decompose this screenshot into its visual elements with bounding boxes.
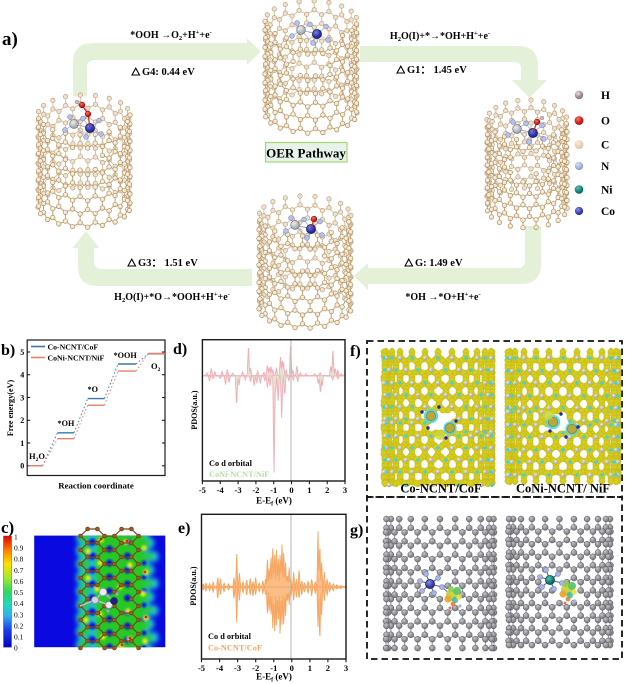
svg-text:E-Ef​ (eV): E-Ef​ (eV) — [256, 496, 292, 508]
svg-text:-1: -1 — [270, 485, 277, 495]
svg-text:0.7: 0.7 — [14, 566, 24, 575]
svg-text:CoNi-NCNT/ NiF: CoNi-NCNT/ NiF — [516, 482, 610, 496]
svg-text:OER Pathway: OER Pathway — [266, 146, 346, 161]
svg-text:0.3: 0.3 — [14, 610, 24, 619]
svg-text:0: 0 — [289, 485, 293, 495]
svg-text:0.8: 0.8 — [14, 555, 24, 564]
svg-text:3: 3 — [343, 485, 347, 495]
svg-text:H2​O(I)+*O→*OOH+H+​+e-​: H2​O(I)+*O→*OOH+H+​+e-​ — [114, 291, 230, 304]
svg-text:d): d) — [173, 341, 187, 358]
svg-text:Free energy(eV): Free energy(eV) — [6, 380, 15, 437]
svg-text:G4: 0.44 eV: G4: 0.44 eV — [142, 67, 195, 78]
svg-text:4: 4 — [20, 371, 24, 380]
svg-text:E-Ef​ (eV): E-Ef​ (eV) — [256, 672, 292, 684]
svg-text:0.4: 0.4 — [14, 599, 24, 608]
svg-text:e): e) — [178, 520, 190, 537]
svg-text:Co-NCNT/CoF: Co-NCNT/CoF — [48, 342, 99, 351]
svg-text:0.1: 0.1 — [14, 633, 24, 642]
svg-text:H: H — [601, 90, 610, 102]
svg-text:-3: -3 — [235, 485, 242, 495]
svg-text:1: 1 — [14, 533, 18, 542]
svg-text:H2​O(I)+*→*OH+H+​+e-​: H2​O(I)+*→*OH+H+​+e-​ — [390, 30, 490, 43]
svg-text:g): g) — [350, 522, 363, 539]
svg-text:Reaction coordinate: Reaction coordinate — [58, 481, 134, 491]
svg-text:f): f) — [350, 343, 361, 360]
svg-text:0.9: 0.9 — [14, 544, 24, 553]
svg-text:-2: -2 — [252, 485, 259, 495]
svg-text:O2​: O2​ — [151, 361, 161, 373]
svg-text:-4: -4 — [216, 663, 224, 673]
svg-text:*O: *O — [88, 385, 98, 394]
svg-text:Co-NCNT/CoF: Co-NCNT/CoF — [400, 482, 482, 496]
svg-text:0.5: 0.5 — [14, 588, 24, 597]
svg-text:G: 1.49 eV: G: 1.49 eV — [415, 258, 463, 269]
svg-text:b): b) — [1, 342, 15, 359]
svg-text:*OH: *OH — [58, 419, 75, 428]
svg-text:O: O — [601, 116, 610, 128]
svg-text:Co d orbital: Co d orbital — [208, 632, 252, 641]
svg-text:Co-NCNT/CoF: Co-NCNT/CoF — [208, 644, 262, 653]
svg-text:-5: -5 — [199, 485, 206, 495]
svg-text:-5: -5 — [198, 663, 205, 673]
svg-text:*OH →*O+H+​+e-​: *OH →*O+H+​+e-​ — [405, 291, 480, 303]
svg-text:-4: -4 — [217, 485, 225, 495]
svg-text:0.2: 0.2 — [14, 622, 24, 631]
svg-text:H2​O: H2​O — [29, 451, 45, 463]
svg-text:-3: -3 — [234, 663, 241, 673]
svg-text:-1: -1 — [270, 663, 277, 673]
svg-text:CoNi-NCNT/NiF: CoNi-NCNT/NiF — [48, 353, 105, 362]
svg-text:Co d orbital: Co d orbital — [209, 459, 253, 468]
svg-text:1: 1 — [307, 485, 311, 495]
svg-text:Co: Co — [601, 206, 615, 218]
svg-text:c): c) — [1, 518, 14, 537]
svg-text:0: 0 — [14, 644, 18, 653]
svg-text:5: 5 — [20, 348, 24, 357]
svg-text:-2: -2 — [252, 663, 259, 673]
svg-text:G3： 1.51 eV: G3： 1.51 eV — [138, 258, 198, 269]
svg-text:C: C — [601, 140, 609, 152]
svg-text:G1： 1.45 eV: G1： 1.45 eV — [407, 65, 467, 76]
svg-text:PDOS(a.u.): PDOS(a.u.) — [189, 566, 198, 605]
svg-text:2: 2 — [325, 485, 329, 495]
svg-text:a): a) — [2, 29, 18, 50]
svg-text:*OOH →O2​+H+​+e-​: *OOH →O2​+H+​+e-​ — [130, 29, 211, 42]
svg-text:2: 2 — [20, 416, 24, 425]
svg-text:PDOS(a.u.): PDOS(a.u.) — [190, 390, 199, 429]
svg-text:N: N — [601, 161, 610, 173]
svg-text:3: 3 — [20, 393, 24, 402]
svg-text:2: 2 — [326, 663, 330, 673]
svg-text:0: 0 — [290, 663, 294, 673]
svg-text:3: 3 — [344, 663, 348, 673]
svg-text:1: 1 — [20, 439, 24, 448]
svg-text:Ni: Ni — [601, 185, 613, 197]
svg-text:0.6: 0.6 — [14, 577, 24, 586]
svg-text:CoNi-NCNT/NiF: CoNi-NCNT/NiF — [209, 470, 269, 479]
svg-text:1: 1 — [308, 663, 312, 673]
svg-text:*OOH: *OOH — [114, 351, 138, 360]
svg-text:0: 0 — [20, 462, 24, 471]
